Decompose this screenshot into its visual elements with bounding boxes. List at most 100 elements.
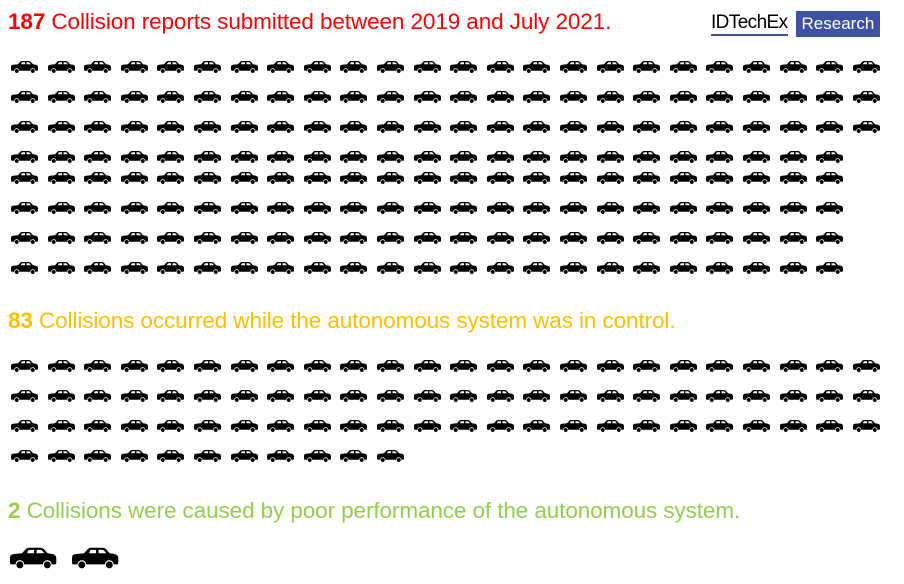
idtechex-logo: IDTechEx Research xyxy=(711,11,881,37)
car-icon xyxy=(120,390,148,402)
car-icon xyxy=(816,390,844,402)
car-icon xyxy=(523,202,551,214)
car-icon xyxy=(267,360,295,372)
car-icon xyxy=(450,172,478,184)
car-icon xyxy=(11,151,38,163)
car-icon xyxy=(11,262,38,274)
car-icon xyxy=(669,61,697,73)
car-icon xyxy=(523,390,551,402)
car-icon xyxy=(633,390,661,402)
car-icon xyxy=(486,390,514,402)
car-icon xyxy=(486,61,514,73)
section-heading-reports: 187 Collision reports submitted between … xyxy=(8,9,611,35)
car-icon xyxy=(596,151,624,163)
car-icon xyxy=(486,151,514,163)
car-icon xyxy=(194,420,221,432)
car-icon xyxy=(47,450,75,462)
car-icon xyxy=(450,262,478,274)
section-heading-poor-performance: 2 Collisions were caused by poor perform… xyxy=(8,498,740,524)
car-icon xyxy=(230,232,258,244)
car-icon xyxy=(413,232,441,244)
car-icon xyxy=(486,360,514,372)
car-icon xyxy=(706,262,734,274)
car-icon xyxy=(743,121,770,133)
car-icon xyxy=(560,232,587,244)
car-icon xyxy=(596,61,624,73)
car-icon xyxy=(816,91,844,103)
car-icon xyxy=(633,232,661,244)
car-icon xyxy=(11,450,38,462)
car-icon xyxy=(194,202,221,214)
car-icon xyxy=(450,91,478,103)
car-icon xyxy=(816,61,844,73)
car-icon xyxy=(486,232,514,244)
car-icon xyxy=(120,121,148,133)
car-icon xyxy=(120,360,148,372)
car-icon xyxy=(779,151,807,163)
car-icon xyxy=(633,360,661,372)
car-icon xyxy=(84,390,112,402)
car-icon xyxy=(743,202,770,214)
car-icon xyxy=(267,151,295,163)
car-icon xyxy=(47,202,75,214)
car-icon xyxy=(84,91,112,103)
car-icon xyxy=(706,420,734,432)
car-icon xyxy=(377,91,404,103)
car-icon xyxy=(669,91,697,103)
car-icon xyxy=(633,202,661,214)
car-icon xyxy=(486,172,514,184)
car-icon xyxy=(669,390,697,402)
car-icon xyxy=(340,202,368,214)
car-icon xyxy=(523,360,551,372)
car-icon xyxy=(743,91,770,103)
car-icon xyxy=(560,91,587,103)
car-icon xyxy=(816,172,844,184)
car-icon xyxy=(377,232,404,244)
car-icon xyxy=(84,202,112,214)
car-icon xyxy=(633,172,661,184)
car-icon xyxy=(743,360,770,372)
car-icon xyxy=(194,450,221,462)
car-icon xyxy=(706,121,734,133)
car-icon xyxy=(267,172,295,184)
car-icon xyxy=(157,360,185,372)
car-icon xyxy=(450,61,478,73)
car-icon xyxy=(560,202,587,214)
car-icon xyxy=(779,121,807,133)
car-icon xyxy=(194,390,221,402)
car-icon xyxy=(852,91,880,103)
car-icon xyxy=(340,121,368,133)
car-icon xyxy=(340,91,368,103)
car-icon xyxy=(267,61,295,73)
count: 2 xyxy=(8,498,21,523)
car-icon xyxy=(230,202,258,214)
car-icon xyxy=(194,262,221,274)
car-icon xyxy=(523,420,551,432)
car-icon xyxy=(413,262,441,274)
car-icon xyxy=(852,121,880,133)
car-icon xyxy=(596,262,624,274)
car-icon xyxy=(633,91,661,103)
car-icon xyxy=(560,262,587,274)
car-icon xyxy=(816,121,844,133)
car-icon xyxy=(706,91,734,103)
car-icon xyxy=(377,202,404,214)
car-icon xyxy=(84,172,112,184)
car-icon xyxy=(743,390,770,402)
car-icon xyxy=(669,262,697,274)
car-icon xyxy=(779,61,807,73)
car-icon xyxy=(303,202,331,214)
car-icon xyxy=(560,360,587,372)
car-icon xyxy=(47,420,75,432)
car-icon xyxy=(157,232,185,244)
car-icon xyxy=(84,61,112,73)
car-icon xyxy=(194,151,221,163)
car-icon xyxy=(743,232,770,244)
car-icon xyxy=(743,420,770,432)
car-icon xyxy=(84,450,112,462)
car-icon xyxy=(194,172,221,184)
car-icon xyxy=(816,420,844,432)
car-icon xyxy=(669,232,697,244)
heading-text: Collisions occurred while the autonomous… xyxy=(38,308,676,333)
car-icon xyxy=(669,121,697,133)
